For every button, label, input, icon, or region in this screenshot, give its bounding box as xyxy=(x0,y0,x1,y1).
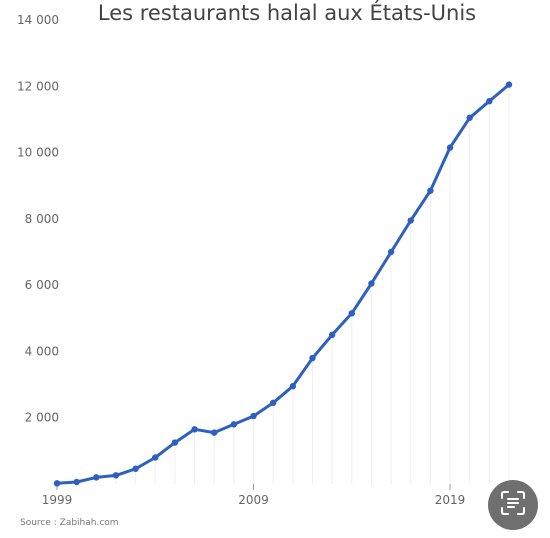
x-axis-ticks: 1999 2009 2019 xyxy=(42,484,466,507)
data-point xyxy=(53,480,61,487)
data-point xyxy=(250,412,257,420)
data-point xyxy=(466,114,473,121)
data-point xyxy=(387,248,395,256)
y-axis-ticks: 2 000 4 000 6 000 8 000 10 000 12 000 14 000 xyxy=(17,13,59,425)
data-point xyxy=(73,478,80,486)
data-point xyxy=(132,465,139,472)
data-point xyxy=(289,383,297,390)
x-tick-label: 1999 xyxy=(42,493,73,507)
data-point xyxy=(230,421,238,428)
x-tick-label: 2019 xyxy=(435,493,466,507)
data-point xyxy=(191,426,198,433)
data-point xyxy=(486,98,493,105)
data-point xyxy=(152,454,159,461)
data-point xyxy=(211,429,218,436)
data-point xyxy=(171,439,179,446)
series-layer xyxy=(53,81,513,487)
data-point xyxy=(309,354,316,362)
data-point xyxy=(93,474,100,481)
data-point xyxy=(348,310,355,317)
source-note: Source : Zabihah.com xyxy=(20,518,119,528)
y-tick-label: 8 000 xyxy=(25,212,59,226)
y-tick-label: 12 000 xyxy=(17,79,59,93)
data-point xyxy=(368,280,375,287)
y-tick-label: 14 000 xyxy=(17,13,59,27)
grid-lines xyxy=(56,84,510,484)
y-tick-label: 10 000 xyxy=(17,146,59,160)
data-point xyxy=(446,144,454,151)
x-tick-label: 2009 xyxy=(238,493,269,507)
data-point xyxy=(407,217,414,224)
text-scan-button[interactable] xyxy=(488,480,538,530)
data-point xyxy=(505,81,513,88)
y-tick-label: 6 000 xyxy=(25,278,59,292)
data-point xyxy=(269,399,277,406)
text-scan-icon xyxy=(500,490,526,520)
data-point xyxy=(328,331,336,339)
data-point xyxy=(112,472,120,479)
y-tick-label: 4 000 xyxy=(25,344,59,358)
data-point xyxy=(427,187,434,194)
y-tick-label: 2 000 xyxy=(25,411,59,425)
series-line xyxy=(55,83,511,485)
chart-title: Les restaurants halal aux États-Unis xyxy=(98,0,476,25)
